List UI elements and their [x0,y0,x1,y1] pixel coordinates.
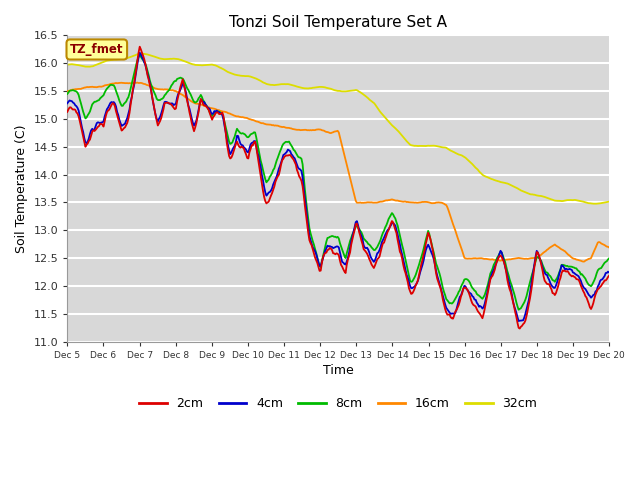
Y-axis label: Soil Temperature (C): Soil Temperature (C) [15,124,28,252]
Title: Tonzi Soil Temperature Set A: Tonzi Soil Temperature Set A [229,15,447,30]
Legend: 2cm, 4cm, 8cm, 16cm, 32cm: 2cm, 4cm, 8cm, 16cm, 32cm [134,392,543,415]
X-axis label: Time: Time [323,364,354,377]
Text: TZ_fmet: TZ_fmet [70,43,124,56]
